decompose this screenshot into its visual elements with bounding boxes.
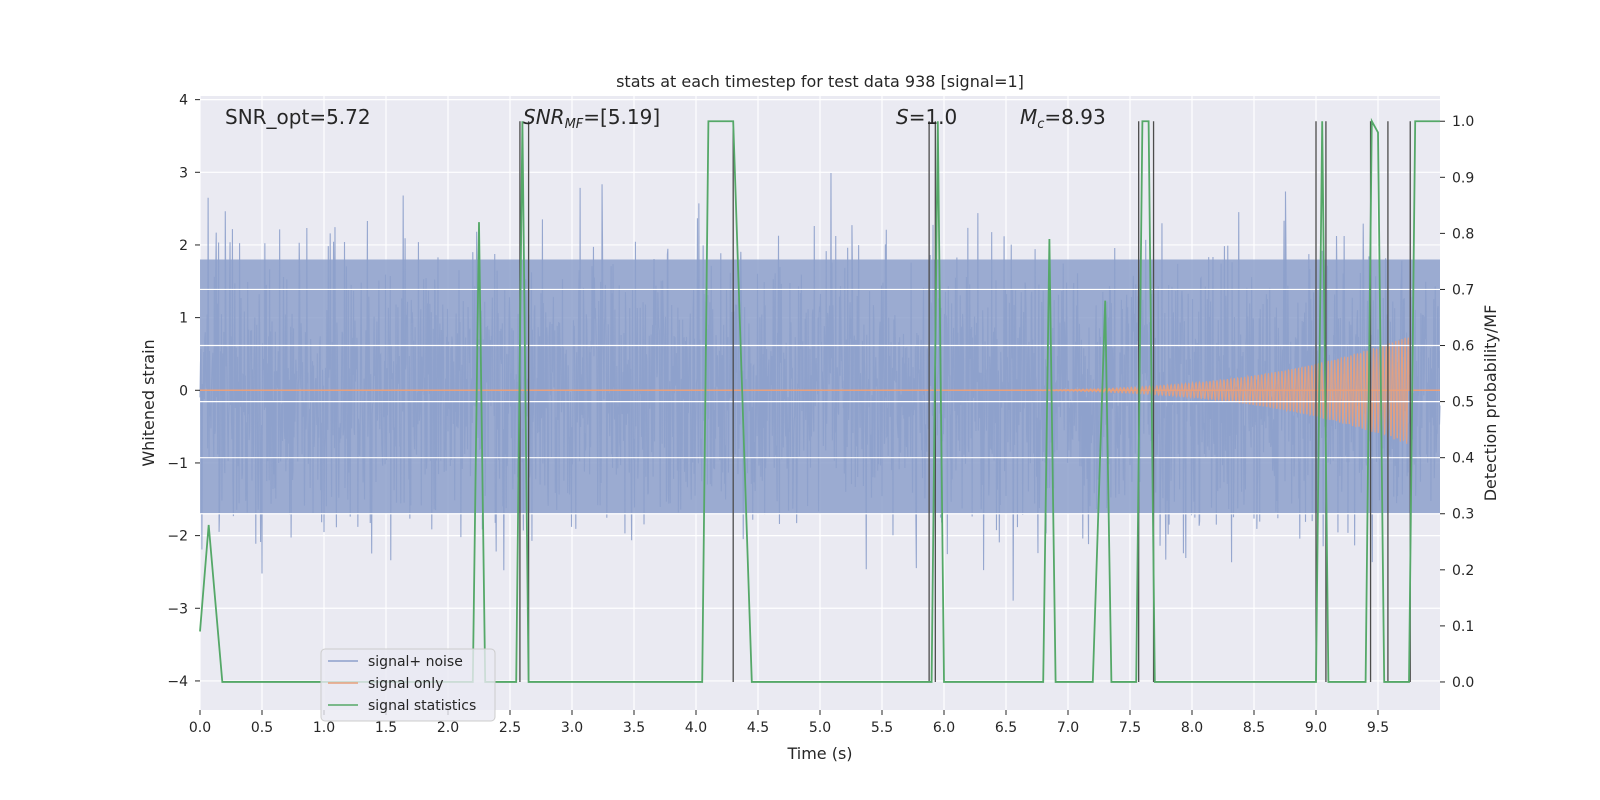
legend-box	[320, 648, 496, 722]
x-tick-label: 9.5	[1367, 720, 1389, 736]
y2-tick-label: 0.0	[1452, 675, 1474, 691]
y2-tick-label: 0.1	[1452, 619, 1474, 635]
y-tick-label: 0	[179, 383, 188, 399]
x-tick-label: 5.0	[809, 720, 831, 736]
y2-tick-label: 0.4	[1452, 451, 1474, 467]
legend-label-statistics: signal statistics	[368, 698, 476, 714]
x-tick-label: 6.5	[995, 720, 1017, 736]
annotation-s: S=1.0	[896, 105, 957, 129]
x-tick-label: 0.5	[251, 720, 273, 736]
x-tick-label: 1.0	[313, 720, 335, 736]
y2-tick-label: 0.6	[1452, 339, 1474, 355]
chart-title: stats at each timestep for test data 938…	[616, 72, 1024, 91]
legend: signal+ noise signal only signal statist…	[320, 648, 496, 722]
annotation-mc: Mc=8.93	[1020, 105, 1106, 132]
y-tick-label: 2	[179, 238, 188, 254]
y-tick-label: −2	[167, 529, 188, 545]
x-tick-label: 2.5	[499, 720, 521, 736]
legend-label-noise: signal+ noise	[368, 654, 463, 670]
y2-axis-label: Detection probability/MF	[1481, 305, 1500, 502]
y2-tick-label: 0.3	[1452, 507, 1474, 523]
y-tick-label: −3	[167, 601, 188, 617]
x-tick-label: 3.0	[561, 720, 583, 736]
noise-line	[199, 173, 1441, 601]
y-axis-label: Whitened strain	[139, 339, 158, 466]
x-tick-label: 4.5	[747, 720, 769, 736]
y2-tick-label: 0.5	[1452, 395, 1474, 411]
legend-label-signal-only: signal only	[368, 676, 443, 692]
y-tick-label: −4	[167, 674, 188, 690]
y-tick-label: −1	[167, 456, 188, 472]
y2-tick-label: 0.2	[1452, 563, 1474, 579]
x-tick-label: 4.0	[685, 720, 707, 736]
y2-tick-label: 0.8	[1452, 226, 1474, 242]
x-tick-label: 0.0	[189, 720, 211, 736]
annotation-snr-opt: SNR_opt=5.72	[225, 105, 371, 129]
y-tick-label: 4	[179, 93, 188, 109]
x-tick-label: 5.5	[871, 720, 893, 736]
y-axis-ticks: 4 3 2 1 0 −1 −2 −3 −4	[167, 93, 200, 690]
y2-axis-ticks: 1.0 0.9 0.8 0.7 0.6 0.5 0.4 0.3 0.2 0.1 0.0	[1440, 114, 1474, 691]
x-axis-label: Time (s)	[786, 744, 852, 763]
y-tick-label: 1	[179, 311, 188, 327]
x-tick-label: 7.5	[1119, 720, 1141, 736]
y2-tick-label: 1.0	[1452, 114, 1474, 130]
x-tick-label: 3.5	[623, 720, 645, 736]
y-tick-label: 3	[179, 165, 188, 181]
x-tick-label: 2.0	[437, 720, 459, 736]
y2-tick-label: 0.9	[1452, 170, 1474, 186]
x-tick-label: 8.5	[1243, 720, 1265, 736]
x-tick-label: 6.0	[933, 720, 955, 736]
signal-only-chirp	[944, 337, 1410, 444]
secondary-grid	[200, 288, 1440, 515]
x-tick-label: 7.0	[1057, 720, 1079, 736]
x-tick-label: 8.0	[1181, 720, 1203, 736]
x-tick-label: 1.5	[375, 720, 397, 736]
signal-only-series	[200, 337, 1440, 444]
y2-tick-label: 0.7	[1452, 282, 1474, 298]
x-tick-label: 9.0	[1305, 720, 1327, 736]
annotation-snr-mf: SNRMF=[5.19]	[523, 105, 660, 132]
x-axis-ticks: 0.0 0.5 1.0 1.5 2.0 2.5 3.0 3.5 4.0 4.5 5.0 5.5 6.0 6…	[189, 710, 1389, 736]
